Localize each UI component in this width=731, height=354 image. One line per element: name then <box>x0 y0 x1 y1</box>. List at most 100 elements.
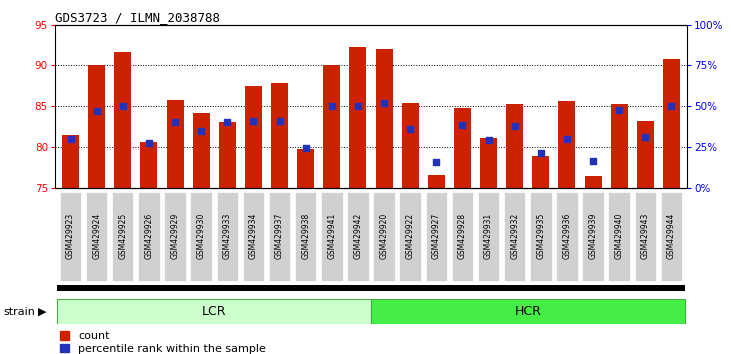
Point <box>143 140 155 145</box>
FancyBboxPatch shape <box>243 192 264 281</box>
FancyBboxPatch shape <box>583 192 604 281</box>
Legend: count, percentile rank within the sample: count, percentile rank within the sample <box>61 331 266 354</box>
Point <box>535 150 547 156</box>
Point <box>221 120 233 125</box>
Text: GSM429927: GSM429927 <box>432 213 441 259</box>
FancyBboxPatch shape <box>321 192 343 281</box>
Bar <box>88 65 105 188</box>
Bar <box>376 49 393 188</box>
Text: GSM429944: GSM429944 <box>667 213 676 259</box>
Point <box>509 123 520 129</box>
Point <box>91 108 102 114</box>
Text: LCR: LCR <box>202 305 227 318</box>
FancyBboxPatch shape <box>452 192 473 281</box>
FancyBboxPatch shape <box>635 192 656 281</box>
Text: GSM429943: GSM429943 <box>641 213 650 259</box>
Point <box>378 100 390 106</box>
Point <box>352 103 364 109</box>
Bar <box>454 108 471 188</box>
Point <box>587 158 599 164</box>
Point <box>561 136 573 142</box>
Text: GSM429922: GSM429922 <box>406 213 414 259</box>
Text: GSM429926: GSM429926 <box>145 213 154 259</box>
Bar <box>401 103 419 188</box>
Bar <box>349 47 366 188</box>
Point <box>431 159 442 164</box>
Point <box>195 128 207 133</box>
Text: ▶: ▶ <box>38 307 47 316</box>
Bar <box>219 122 236 188</box>
Text: GSM429942: GSM429942 <box>353 213 363 259</box>
Bar <box>114 52 132 188</box>
Point <box>404 126 416 132</box>
FancyBboxPatch shape <box>347 192 368 281</box>
Bar <box>140 142 157 188</box>
Point <box>117 103 129 109</box>
Text: GSM429938: GSM429938 <box>301 213 310 259</box>
Text: GDS3723 / ILMN_2038788: GDS3723 / ILMN_2038788 <box>55 11 220 24</box>
Bar <box>62 135 79 188</box>
Point <box>482 138 494 143</box>
Text: GSM429934: GSM429934 <box>249 213 258 259</box>
Bar <box>637 121 654 188</box>
FancyBboxPatch shape <box>216 192 238 281</box>
FancyBboxPatch shape <box>504 192 526 281</box>
Point <box>248 118 260 124</box>
FancyBboxPatch shape <box>164 192 186 281</box>
Bar <box>558 101 575 188</box>
Point <box>457 122 469 128</box>
FancyBboxPatch shape <box>191 192 212 281</box>
FancyBboxPatch shape <box>58 299 371 324</box>
Point <box>326 103 338 109</box>
Text: GSM429941: GSM429941 <box>327 213 336 259</box>
FancyBboxPatch shape <box>478 192 499 281</box>
Bar <box>585 176 602 188</box>
Bar <box>506 104 523 188</box>
Point <box>169 120 181 125</box>
Bar <box>610 104 628 188</box>
Text: GSM429935: GSM429935 <box>537 213 545 259</box>
Point <box>640 134 651 140</box>
FancyBboxPatch shape <box>608 192 630 281</box>
Text: GSM429930: GSM429930 <box>197 213 205 259</box>
Bar <box>480 138 497 188</box>
Bar <box>245 86 262 188</box>
Bar <box>323 65 341 188</box>
Text: strain: strain <box>4 307 36 316</box>
Point <box>273 118 285 124</box>
Text: GSM429936: GSM429936 <box>562 213 572 259</box>
FancyBboxPatch shape <box>374 192 395 281</box>
Bar <box>532 156 549 188</box>
Bar <box>663 59 680 188</box>
Bar <box>193 113 210 188</box>
Bar <box>271 84 288 188</box>
Text: GSM429933: GSM429933 <box>223 213 232 259</box>
Text: HCR: HCR <box>515 305 541 318</box>
FancyBboxPatch shape <box>112 192 134 281</box>
FancyBboxPatch shape <box>371 299 684 324</box>
Text: GSM429939: GSM429939 <box>588 213 597 259</box>
Text: GSM429924: GSM429924 <box>92 213 101 259</box>
Text: GSM429920: GSM429920 <box>379 213 389 259</box>
Bar <box>298 149 314 188</box>
Point <box>300 145 311 150</box>
Text: GSM429940: GSM429940 <box>615 213 624 259</box>
Bar <box>167 100 183 188</box>
FancyBboxPatch shape <box>86 192 107 281</box>
Bar <box>428 175 444 188</box>
FancyBboxPatch shape <box>269 192 290 281</box>
FancyBboxPatch shape <box>138 192 159 281</box>
Text: GSM429929: GSM429929 <box>170 213 180 259</box>
Text: GSM429937: GSM429937 <box>275 213 284 259</box>
Text: GSM429931: GSM429931 <box>484 213 493 259</box>
FancyBboxPatch shape <box>60 192 81 281</box>
Point <box>64 136 76 142</box>
Text: GSM429923: GSM429923 <box>66 213 75 259</box>
Point <box>613 107 625 113</box>
Text: GSM429925: GSM429925 <box>118 213 127 259</box>
FancyBboxPatch shape <box>295 192 317 281</box>
FancyBboxPatch shape <box>661 192 682 281</box>
FancyBboxPatch shape <box>425 192 447 281</box>
FancyBboxPatch shape <box>530 192 551 281</box>
Text: GSM429932: GSM429932 <box>510 213 519 259</box>
